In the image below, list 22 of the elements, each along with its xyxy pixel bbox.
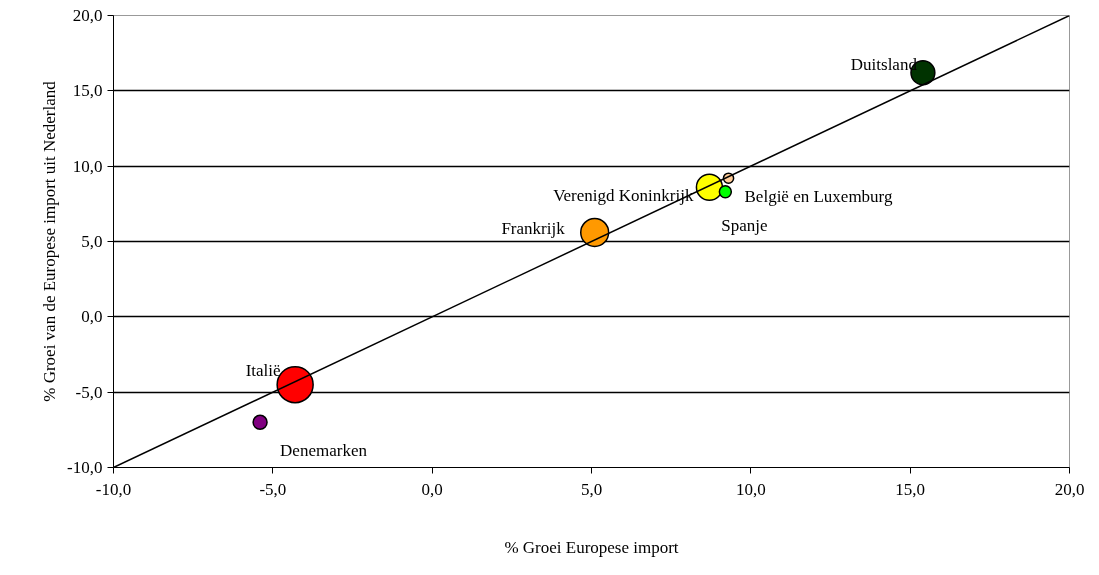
x-tick-label: 10,0 <box>735 479 766 499</box>
y-tick-label: 10,0 <box>72 156 103 176</box>
y-axis-title: % Groei van de Europese import uit Nederland <box>40 80 60 402</box>
series-label: Verenigd Koninkrijk <box>553 185 694 205</box>
series-label: Frankrijk <box>501 218 566 238</box>
y-tick-label: 0,0 <box>81 307 103 327</box>
x-tick-label: 20,0 <box>1054 479 1085 499</box>
x-tick-label: 5,0 <box>580 479 603 499</box>
y-tick-label: 15,0 <box>72 81 103 101</box>
series-label: Spanje <box>721 216 768 236</box>
x-tick-label: -5,0 <box>259 479 287 499</box>
x-axis-title: % Groei Europese import <box>504 537 679 557</box>
y-tick-label: 20,0 <box>72 6 103 25</box>
x-tick-label: 0,0 <box>421 479 443 499</box>
series-label: Denemarken <box>280 440 368 460</box>
series-label: België en Luxemburg <box>744 186 893 206</box>
series-label: Italië <box>245 361 281 381</box>
y-tick-label: -5,0 <box>75 382 103 402</box>
y-tick-label: 5,0 <box>81 232 103 251</box>
y-tick-label: -10,0 <box>67 458 103 477</box>
x-tick-label: 15,0 <box>895 479 926 499</box>
x-tick-label: -10,0 <box>95 479 132 499</box>
